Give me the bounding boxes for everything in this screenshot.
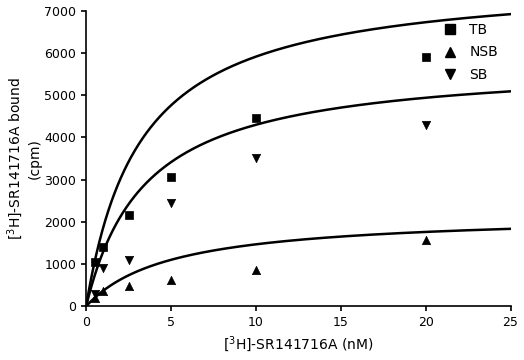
NSB — [167, 277, 175, 283]
SB — [421, 122, 430, 127]
NSB — [99, 289, 107, 294]
SB — [91, 291, 99, 297]
SB — [99, 265, 107, 271]
TB — [167, 175, 175, 180]
X-axis label: [$^{3}$H]-SR141716A (nM): [$^{3}$H]-SR141716A (nM) — [223, 334, 374, 355]
SB — [124, 257, 133, 263]
TB — [99, 244, 107, 250]
NSB — [124, 283, 133, 289]
SB — [252, 156, 260, 161]
Legend: TB, NSB, SB: TB, NSB, SB — [430, 18, 504, 87]
TB — [124, 212, 133, 218]
TB — [91, 259, 99, 265]
NSB — [252, 267, 260, 273]
NSB — [91, 295, 99, 301]
SB — [167, 200, 175, 206]
TB — [252, 116, 260, 121]
NSB — [421, 237, 430, 242]
TB — [421, 54, 430, 60]
Y-axis label: [$^{3}$H]-SR141716A bound
(cpm): [$^{3}$H]-SR141716A bound (cpm) — [6, 77, 41, 240]
